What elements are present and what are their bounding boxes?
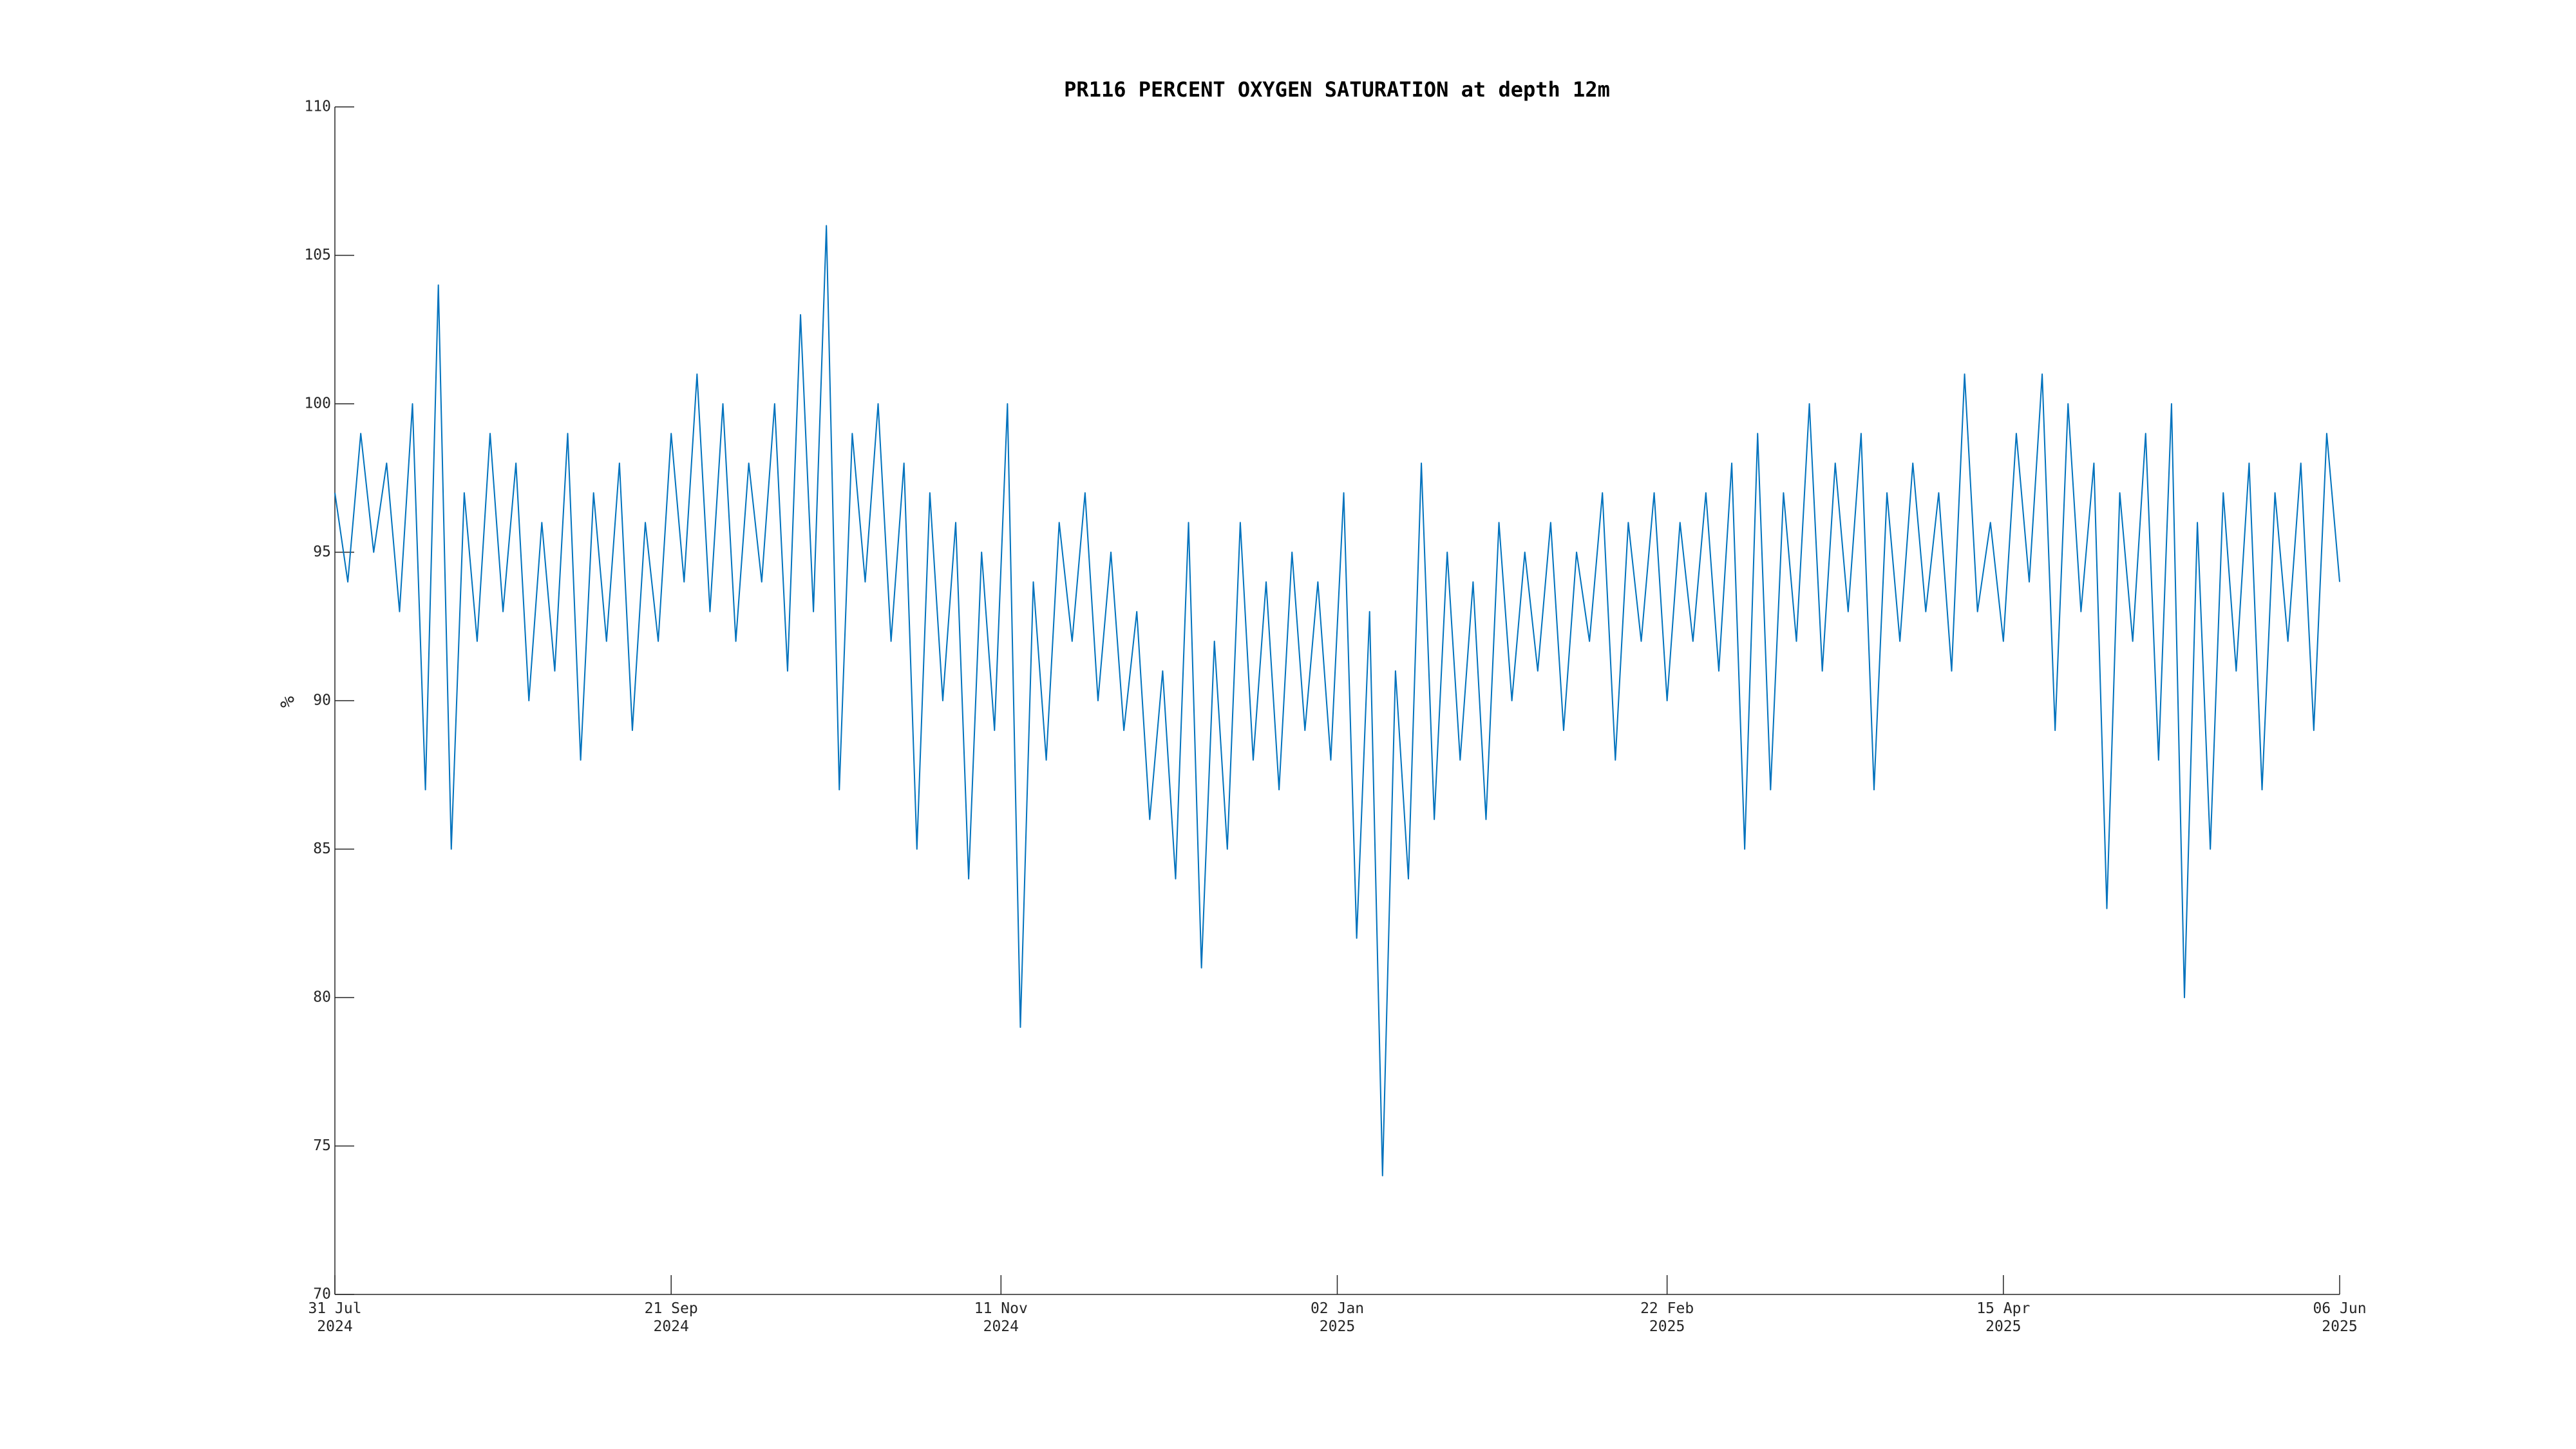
x-tick-label: 21 Sep 2024 (644, 1300, 698, 1335)
y-axis-label: % (277, 696, 299, 708)
y-tick-label: 75 (313, 1137, 331, 1154)
x-tick-label: 22 Feb 2025 (1640, 1300, 1694, 1335)
y-tick-label: 80 (313, 989, 331, 1006)
y-tick-label: 105 (304, 247, 331, 263)
y-tick-label: 110 (304, 99, 331, 115)
y-tick-label: 85 (313, 840, 331, 857)
x-tick-label: 02 Jan 2025 (1310, 1300, 1365, 1335)
y-tick-label: 95 (313, 544, 331, 560)
y-tick-label: 90 (313, 692, 331, 709)
x-tick-label: 15 Apr 2025 (1976, 1300, 2031, 1335)
x-tick-label: 06 Jun 2025 (2313, 1300, 2367, 1335)
chart-title: PR116 PERCENT OXYGEN SATURATION at depth… (1064, 77, 1610, 102)
data-line (334, 225, 2340, 1177)
x-tick-label: 31 Jul 2024 (308, 1300, 362, 1335)
y-tick-label: 70 (313, 1286, 331, 1303)
y-tick-label: 100 (304, 395, 331, 412)
x-tick-label: 11 Nov 2024 (974, 1300, 1028, 1335)
